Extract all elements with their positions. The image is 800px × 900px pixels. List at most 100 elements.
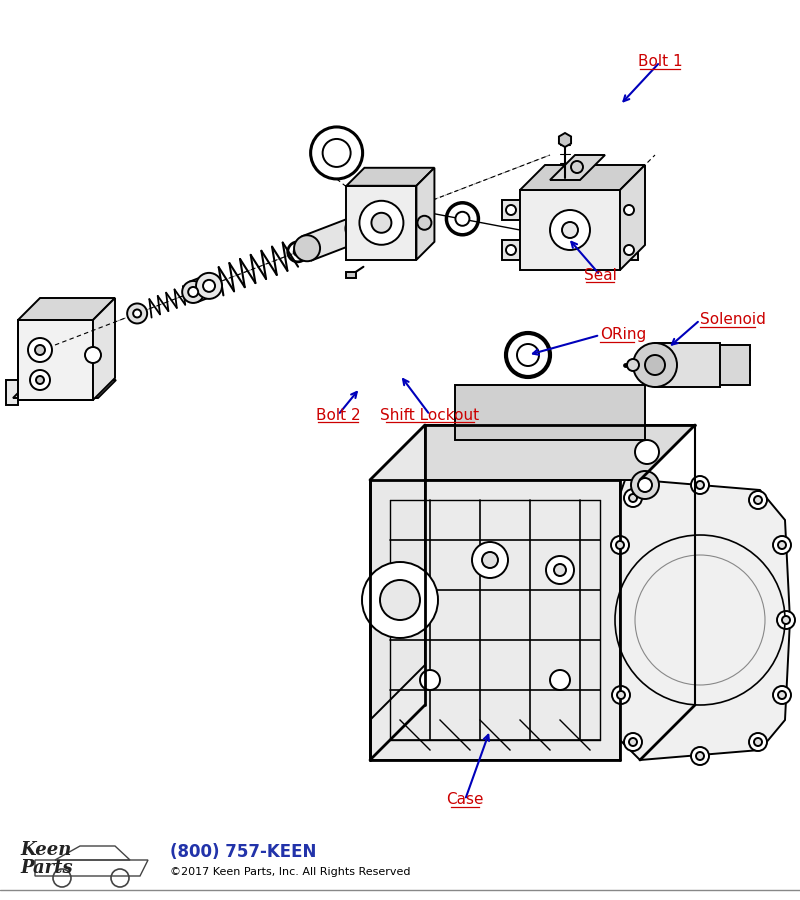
Circle shape — [749, 491, 767, 509]
Polygon shape — [618, 480, 790, 760]
Circle shape — [472, 542, 508, 578]
Circle shape — [749, 733, 767, 751]
Circle shape — [517, 344, 539, 366]
Circle shape — [506, 245, 516, 255]
Circle shape — [696, 481, 704, 489]
Circle shape — [624, 205, 634, 215]
Text: Shift Lockout: Shift Lockout — [381, 408, 479, 422]
Polygon shape — [550, 155, 605, 180]
Circle shape — [778, 691, 786, 699]
Polygon shape — [502, 240, 520, 260]
Circle shape — [322, 139, 350, 166]
Circle shape — [455, 212, 470, 226]
Circle shape — [571, 161, 583, 173]
Polygon shape — [346, 185, 417, 260]
Polygon shape — [18, 320, 93, 400]
Polygon shape — [346, 272, 357, 278]
Circle shape — [631, 471, 659, 499]
Circle shape — [691, 476, 709, 494]
Circle shape — [629, 738, 637, 746]
Circle shape — [371, 212, 391, 233]
Polygon shape — [370, 425, 695, 480]
Polygon shape — [720, 345, 750, 385]
Circle shape — [773, 686, 791, 704]
Text: Bolt 2: Bolt 2 — [316, 408, 360, 422]
Polygon shape — [559, 133, 571, 147]
Polygon shape — [346, 167, 434, 185]
Polygon shape — [455, 385, 645, 440]
Circle shape — [85, 347, 101, 363]
Polygon shape — [620, 165, 645, 270]
Circle shape — [546, 556, 574, 584]
Circle shape — [28, 338, 52, 362]
Polygon shape — [655, 343, 720, 387]
Polygon shape — [417, 167, 434, 260]
Polygon shape — [302, 216, 363, 260]
Circle shape — [562, 222, 578, 238]
Circle shape — [616, 541, 624, 549]
Circle shape — [182, 281, 204, 303]
Circle shape — [754, 496, 762, 504]
Circle shape — [196, 273, 222, 299]
Circle shape — [30, 370, 50, 390]
Polygon shape — [620, 200, 638, 220]
Circle shape — [550, 670, 570, 690]
Circle shape — [294, 248, 302, 256]
Polygon shape — [18, 298, 115, 320]
Text: (800) 757-KEEN: (800) 757-KEEN — [170, 843, 316, 861]
Circle shape — [782, 616, 790, 624]
Circle shape — [627, 359, 639, 371]
Polygon shape — [520, 190, 620, 270]
Circle shape — [638, 478, 652, 492]
Polygon shape — [13, 380, 116, 398]
Polygon shape — [620, 240, 638, 260]
Circle shape — [554, 564, 566, 576]
Circle shape — [624, 245, 634, 255]
Circle shape — [420, 670, 440, 690]
Circle shape — [778, 541, 786, 549]
Text: ©2017 Keen Parts, Inc. All Rights Reserved: ©2017 Keen Parts, Inc. All Rights Reserv… — [170, 867, 410, 877]
Polygon shape — [520, 165, 645, 190]
Circle shape — [629, 494, 637, 502]
Circle shape — [624, 733, 642, 751]
Polygon shape — [6, 380, 18, 405]
Text: Solenoid: Solenoid — [700, 312, 766, 328]
Circle shape — [635, 440, 659, 464]
Circle shape — [633, 343, 677, 387]
Circle shape — [346, 215, 371, 241]
Polygon shape — [93, 298, 115, 400]
Text: ORing: ORing — [600, 328, 646, 343]
Circle shape — [550, 210, 590, 250]
Circle shape — [418, 216, 431, 230]
Circle shape — [777, 611, 795, 629]
Polygon shape — [370, 425, 425, 720]
Circle shape — [35, 345, 45, 355]
Polygon shape — [370, 480, 620, 760]
Text: Seal: Seal — [583, 267, 617, 283]
Text: Keen: Keen — [20, 841, 71, 859]
Circle shape — [133, 310, 141, 318]
Circle shape — [691, 747, 709, 765]
Circle shape — [617, 691, 625, 699]
Circle shape — [754, 738, 762, 746]
Circle shape — [362, 562, 438, 638]
Circle shape — [482, 552, 498, 568]
Circle shape — [645, 355, 665, 375]
Text: Parts: Parts — [20, 859, 73, 877]
Circle shape — [773, 536, 791, 554]
Circle shape — [612, 686, 630, 704]
Text: Case: Case — [446, 793, 484, 807]
Circle shape — [624, 489, 642, 507]
Circle shape — [203, 280, 215, 292]
Circle shape — [36, 376, 44, 384]
Circle shape — [611, 536, 629, 554]
Circle shape — [359, 201, 403, 245]
Circle shape — [696, 752, 704, 760]
Circle shape — [506, 205, 516, 215]
Circle shape — [380, 580, 420, 620]
Text: Bolt 1: Bolt 1 — [638, 55, 682, 69]
Circle shape — [188, 287, 198, 297]
Circle shape — [294, 235, 320, 261]
Polygon shape — [502, 200, 520, 220]
Circle shape — [127, 303, 147, 323]
